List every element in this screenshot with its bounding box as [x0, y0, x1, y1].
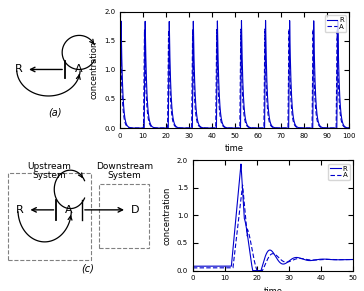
- R: [130, 126, 134, 129]
- R: [295, 256, 299, 259]
- Text: (c): (c): [81, 264, 94, 274]
- Line: A: A: [120, 29, 349, 128]
- R: [252, 269, 256, 272]
- A: [323, 258, 327, 261]
- R: [220, 265, 224, 268]
- Line: R: R: [120, 20, 349, 128]
- A: [252, 258, 256, 262]
- A: [118, 56, 122, 59]
- A: [347, 126, 352, 130]
- A: [310, 258, 314, 262]
- A: [254, 126, 258, 130]
- Text: (a): (a): [48, 108, 62, 118]
- Text: Upstream: Upstream: [28, 162, 71, 171]
- Y-axis label: concentration: concentration: [162, 186, 171, 244]
- Bar: [99, 184, 149, 248]
- R: [201, 126, 205, 129]
- Text: System: System: [33, 171, 66, 180]
- A: [191, 266, 195, 269]
- A: [264, 72, 268, 76]
- Legend: R, A: R, A: [328, 164, 349, 180]
- R: [288, 48, 292, 52]
- R: [323, 257, 327, 261]
- Text: Downstream: Downstream: [96, 162, 153, 171]
- A: [220, 266, 224, 269]
- A: [130, 126, 134, 130]
- X-axis label: time: time: [225, 144, 244, 153]
- R: [191, 265, 195, 268]
- R: [310, 259, 314, 262]
- R: [118, 126, 122, 130]
- Bar: [8, 173, 91, 260]
- A: [263, 27, 267, 31]
- A: [351, 258, 355, 261]
- Text: (b): (b): [228, 165, 242, 175]
- Text: System: System: [107, 171, 141, 180]
- R: [351, 258, 355, 261]
- A: [288, 80, 292, 83]
- A: [240, 183, 245, 187]
- R: [264, 36, 268, 40]
- A: [287, 260, 291, 263]
- Text: A: A: [66, 205, 73, 215]
- Text: D: D: [131, 205, 140, 215]
- R: [264, 19, 268, 22]
- A: [334, 126, 338, 130]
- Y-axis label: concentration: concentration: [90, 41, 98, 99]
- R: [239, 162, 243, 166]
- Text: R: R: [16, 205, 24, 215]
- Line: R: R: [193, 164, 353, 271]
- Line: A: A: [193, 185, 353, 271]
- R: [254, 126, 258, 130]
- A: [201, 126, 205, 130]
- R: [250, 269, 255, 272]
- A: [295, 257, 299, 260]
- Legend: R, A: R, A: [325, 15, 346, 32]
- A: [255, 269, 260, 272]
- R: [300, 126, 305, 130]
- R: [347, 126, 352, 130]
- R: [287, 259, 291, 263]
- Text: R: R: [15, 65, 23, 74]
- Text: A: A: [75, 65, 82, 74]
- A: [300, 126, 305, 130]
- X-axis label: time: time: [264, 287, 282, 291]
